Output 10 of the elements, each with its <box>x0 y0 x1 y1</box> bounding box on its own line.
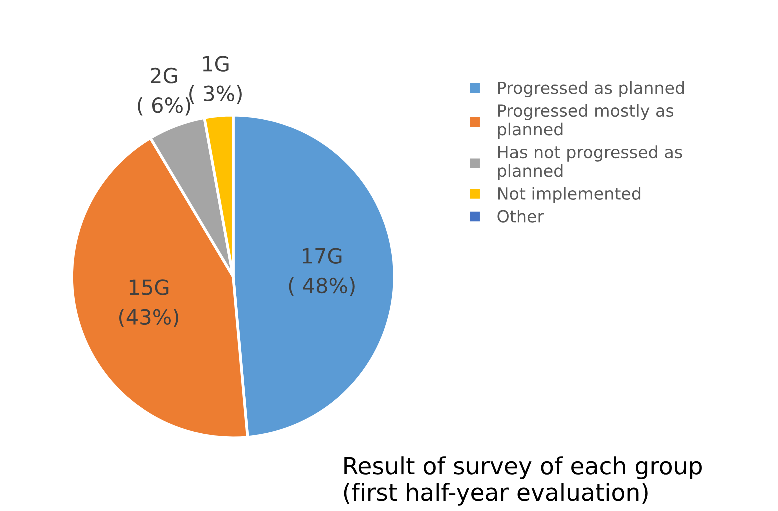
legend-label: Progressed mostly as planned <box>498 104 674 140</box>
data-label: 17G ( 48%) <box>289 248 355 296</box>
legend-label: Other <box>498 210 544 223</box>
legend-label: Has not progressed as planned <box>498 146 682 180</box>
data-label: 1G ( 3%) <box>190 56 242 104</box>
legend-label: Progressed as planned <box>498 81 684 98</box>
data-label: 2G ( 6%) <box>138 68 190 116</box>
data-label: 15G (43%) <box>120 280 178 328</box>
legend-label: Not implemented <box>498 187 641 204</box>
text: Result of survey of each group (first half-year evaluation) <box>344 456 702 506</box>
